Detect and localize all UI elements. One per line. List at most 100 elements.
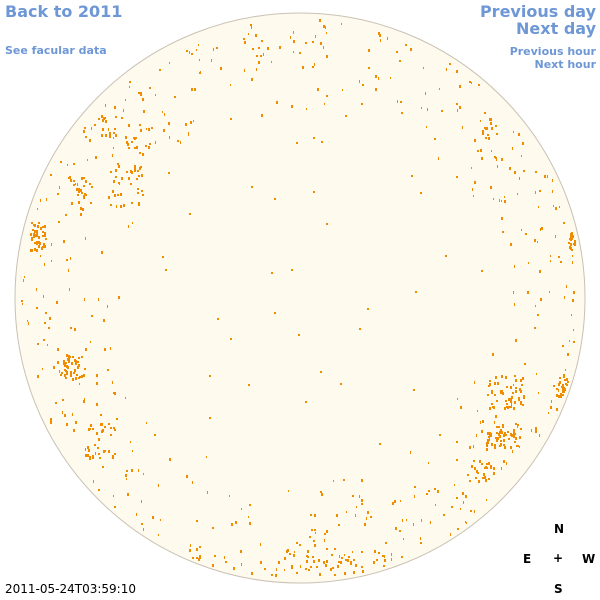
facula-speck <box>524 363 526 365</box>
facula-speck <box>487 394 489 396</box>
facula-speck <box>469 446 471 449</box>
facula-speck <box>53 366 55 369</box>
facula-speck <box>506 462 507 465</box>
facula-speck <box>78 190 80 193</box>
facula-speck <box>514 401 516 404</box>
facula-speck <box>85 454 87 457</box>
facula-speck <box>495 415 497 418</box>
next-hour-link[interactable]: Next hour <box>534 58 597 71</box>
facula-speck <box>24 276 25 278</box>
facula-speck <box>230 84 231 86</box>
facula-speck <box>402 519 403 522</box>
facula-speck <box>108 423 110 425</box>
facula-speck <box>120 193 122 196</box>
facula-speck <box>345 115 347 117</box>
observation-timestamp: 2011-05-24T03:59:10 <box>5 582 136 596</box>
facula-speck <box>260 561 262 564</box>
facula-speck <box>102 128 104 131</box>
facula-speck <box>133 137 135 139</box>
facula-speck <box>563 222 565 224</box>
back-to-year-link[interactable]: Back to 2011 <box>5 2 123 21</box>
facula-speck <box>286 550 288 553</box>
facula-speck <box>338 561 340 563</box>
see-facular-data-link[interactable]: See facular data <box>5 44 107 57</box>
facula-speck <box>196 557 198 559</box>
facula-speck <box>81 192 83 194</box>
facula-speck <box>567 381 569 383</box>
facula-speck <box>84 193 86 196</box>
facula-speck <box>486 499 487 501</box>
facula-speck <box>191 88 193 91</box>
facula-speck <box>34 230 36 233</box>
facula-speck <box>220 67 222 70</box>
facula-speck <box>515 437 517 440</box>
facula-speck <box>264 568 266 570</box>
facula-speck <box>43 339 45 341</box>
facula-speck <box>441 110 443 112</box>
facula-speck <box>452 506 453 508</box>
facula-speck <box>120 205 122 208</box>
facula-speck <box>256 68 257 71</box>
facula-speck <box>410 451 411 454</box>
facula-speck <box>515 423 517 425</box>
facula-speck <box>168 122 170 125</box>
facula-speck <box>64 414 66 417</box>
facula-speck <box>22 303 23 305</box>
facula-speck <box>298 334 300 336</box>
facula-speck <box>481 157 483 160</box>
facula-speck <box>512 392 514 394</box>
facula-speck <box>488 462 490 465</box>
facula-speck <box>494 394 496 396</box>
facula-speck <box>520 401 522 404</box>
facula-speck <box>373 561 375 564</box>
facula-speck <box>27 320 28 322</box>
facula-speck <box>313 137 315 139</box>
facula-speck <box>326 32 327 34</box>
facula-speck <box>126 171 128 173</box>
facula-speck <box>474 510 475 513</box>
facula-speck <box>512 147 513 150</box>
facula-speck <box>498 426 500 428</box>
facula-speck <box>435 504 436 506</box>
facula-speck <box>21 300 23 302</box>
facula-speck <box>199 555 201 558</box>
facula-speck <box>469 81 471 83</box>
facula-speck <box>490 122 492 125</box>
previous-hour-link[interactable]: Previous hour <box>509 45 596 58</box>
facula-speck <box>155 94 156 96</box>
next-day-link[interactable]: Next day <box>516 19 596 38</box>
facula-speck <box>510 398 512 401</box>
facula-speck <box>98 298 99 301</box>
facula-speck <box>91 186 93 188</box>
facula-speck <box>310 566 312 568</box>
facula-speck <box>474 381 475 384</box>
facula-speck <box>523 170 525 172</box>
facula-speck <box>104 117 106 119</box>
facula-speck <box>306 108 307 110</box>
facula-speck <box>535 430 537 433</box>
facula-speck <box>190 544 191 547</box>
facula-speck <box>387 37 388 40</box>
facula-speck <box>42 235 44 237</box>
facula-speck <box>284 569 285 571</box>
facula-speck <box>62 399 64 401</box>
facula-speck <box>394 500 396 503</box>
facula-speck <box>531 429 532 432</box>
facula-speck <box>66 373 68 375</box>
facula-speck <box>58 221 60 223</box>
facula-speck <box>437 490 439 493</box>
facula-speck <box>511 396 513 399</box>
facula-speck <box>75 377 77 380</box>
facula-speck <box>501 467 502 470</box>
previous-day-link[interactable]: Previous day <box>479 2 596 21</box>
facula-speck <box>107 305 108 308</box>
facula-speck <box>140 129 142 132</box>
facula-speck <box>83 197 85 199</box>
facula-speck <box>383 565 385 567</box>
facula-speck <box>492 353 494 356</box>
facula-speck <box>43 243 45 246</box>
facula-speck <box>113 137 114 139</box>
facula-speck <box>552 190 553 193</box>
facula-speck <box>110 347 111 350</box>
facula-speck <box>146 422 147 424</box>
